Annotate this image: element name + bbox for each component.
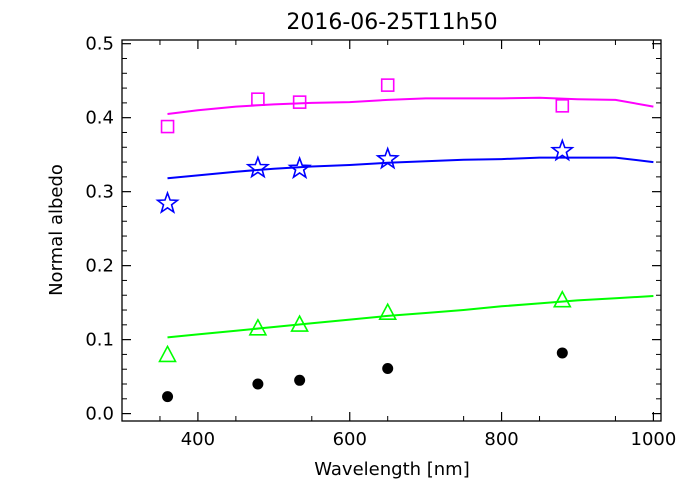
black-dots-point: [556, 347, 568, 359]
x-tick-label: 600: [333, 429, 367, 450]
y-tick-label: 0.3: [85, 182, 114, 203]
black-dots-point: [294, 374, 306, 386]
x-tick-label: 1000: [631, 429, 677, 450]
magenta-squares-point: [251, 92, 265, 106]
green-triangles-model-line: [167, 295, 654, 339]
green-triangles-point: [248, 318, 268, 336]
blue-stars-point: [245, 155, 271, 179]
magenta-squares-point: [292, 95, 307, 109]
green-triangles-point: [290, 314, 309, 332]
y-axis-label: Normal albedo: [46, 164, 67, 296]
magenta-squares-point: [380, 78, 395, 92]
x-tick-label: 400: [181, 429, 215, 450]
y-tick-label: 0.4: [85, 108, 114, 129]
green-triangles-point: [158, 344, 177, 363]
chart-title: 2016-06-25T11h50: [286, 10, 497, 35]
tick-layer: 400 600 800 1000 0.0 0.1 0.2 0.3 0.4 0.5: [85, 34, 676, 450]
green-triangles-point: [552, 290, 572, 308]
black-dots-point: [162, 391, 174, 403]
y-tick-label: 0.1: [85, 330, 114, 351]
black-dots-point: [382, 362, 394, 374]
blue-stars-model-line: [167, 156, 654, 180]
y-tick-label: 0.0: [85, 404, 114, 425]
magenta-squares-point: [555, 99, 570, 113]
plot-layer: [155, 78, 654, 403]
blue-stars-point: [375, 146, 400, 170]
blue-stars-point: [287, 155, 312, 180]
y-tick-label: 0.2: [85, 256, 114, 277]
blue-stars-point: [550, 138, 575, 162]
magenta-squares-point: [160, 119, 175, 134]
magenta-squares-model-line: [167, 96, 654, 115]
blue-stars-point: [155, 190, 180, 214]
x-tick-label: 800: [484, 429, 518, 450]
x-axis-label: Wavelength [nm]: [314, 459, 470, 480]
black-dots-point: [252, 378, 264, 390]
plot-frame: [121, 39, 662, 422]
green-triangles-point: [378, 302, 398, 321]
y-tick-label: 0.5: [85, 34, 114, 55]
